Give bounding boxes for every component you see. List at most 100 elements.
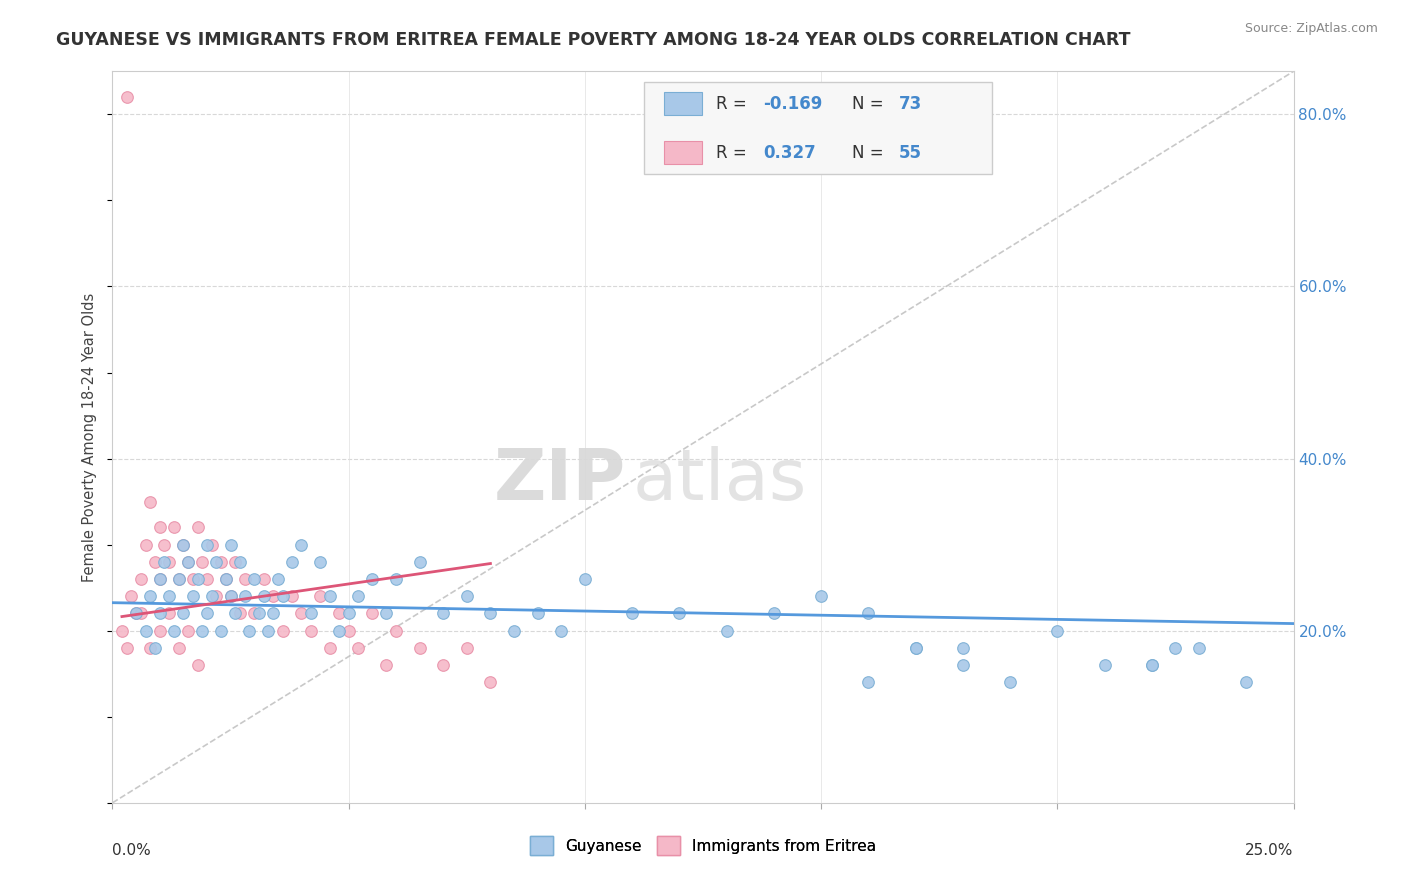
Point [167,640,190,655]
Point [149,624,172,638]
Point [163,520,186,534]
FancyBboxPatch shape [644,82,993,174]
Point [271,589,294,603]
Point [215,572,238,586]
Point [762,607,785,621]
Point [157,589,180,603]
Point [125,607,148,621]
Point [224,555,246,569]
Point [456,640,478,655]
Point [181,572,204,586]
Point [205,555,228,569]
Point [209,624,232,638]
Point [361,607,384,621]
Point [195,572,218,586]
Text: 0.327: 0.327 [763,144,815,161]
Text: N =: N = [852,144,889,161]
Point [219,589,242,603]
Point [1188,640,1211,655]
Point [139,589,162,603]
Point [149,520,172,534]
Point [111,624,134,638]
Point [385,572,408,586]
Point [195,538,218,552]
Point [347,589,370,603]
Point [149,572,172,586]
Point [375,607,398,621]
Point [408,555,430,569]
Text: 25.0%: 25.0% [1246,843,1294,858]
Point [1234,675,1257,690]
Point [271,624,294,638]
Point [153,555,176,569]
Point [1140,658,1163,673]
Point [456,589,478,603]
Point [172,538,194,552]
Point [281,589,304,603]
Legend: Guyanese, Immigrants from Eritrea: Guyanese, Immigrants from Eritrea [524,830,882,861]
Point [526,607,548,621]
Point [135,624,157,638]
Point [224,607,246,621]
Point [129,607,152,621]
Point [319,640,342,655]
Point [149,572,172,586]
Point [290,538,312,552]
Point [177,555,200,569]
Point [361,572,384,586]
Point [262,589,284,603]
Point [243,607,266,621]
Point [253,572,276,586]
Point [229,555,252,569]
Point [621,607,644,621]
Point [347,640,370,655]
Point [479,607,502,621]
Point [177,624,200,638]
Point [668,607,690,621]
Point [479,675,502,690]
Point [139,494,162,508]
Text: 73: 73 [898,95,922,112]
Point [503,624,526,638]
Point [375,658,398,673]
Point [167,572,190,586]
Text: -0.169: -0.169 [763,95,823,112]
Point [205,589,228,603]
Point [135,538,157,552]
Point [209,555,232,569]
Point [243,572,266,586]
Text: atlas: atlas [633,447,807,516]
Point [328,607,350,621]
Point [432,607,454,621]
Point [299,607,322,621]
Point [191,624,214,638]
Text: R =: R = [716,144,752,161]
Point [319,589,342,603]
Point [998,675,1021,690]
Point [233,589,256,603]
Text: GUYANESE VS IMMIGRANTS FROM ERITREA FEMALE POVERTY AMONG 18-24 YEAR OLDS CORRELA: GUYANESE VS IMMIGRANTS FROM ERITREA FEMA… [56,31,1130,49]
Point [904,640,927,655]
Text: 0.0%: 0.0% [112,843,152,858]
Point [115,640,138,655]
Point [858,675,880,690]
Point [115,90,138,104]
Point [290,607,312,621]
Point [186,572,208,586]
Point [139,640,162,655]
Point [201,589,224,603]
Point [129,572,152,586]
Point [149,607,172,621]
Point [229,607,252,621]
Point [163,624,186,638]
Text: Source: ZipAtlas.com: Source: ZipAtlas.com [1244,22,1378,36]
Point [385,624,408,638]
Point [337,607,360,621]
Point [186,658,208,673]
Y-axis label: Female Poverty Among 18-24 Year Olds: Female Poverty Among 18-24 Year Olds [82,293,97,582]
Point [281,555,304,569]
Point [120,589,142,603]
Point [904,640,927,655]
Point [1164,640,1187,655]
Point [219,538,242,552]
